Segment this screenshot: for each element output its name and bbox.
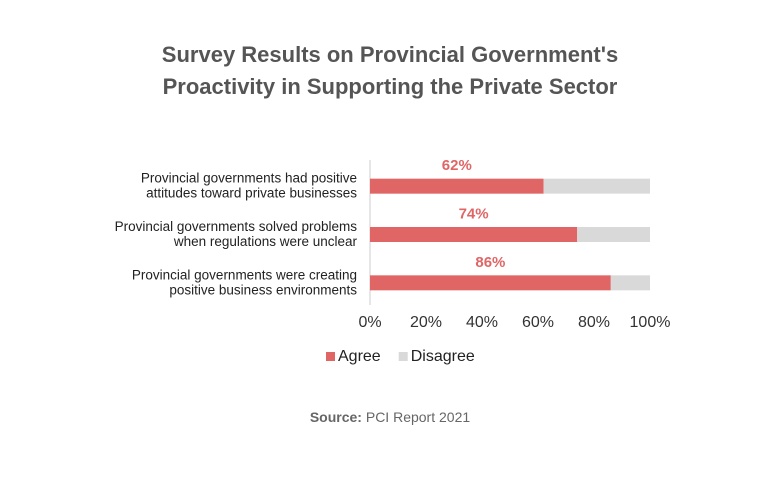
x-tick-label: 100% xyxy=(630,314,671,331)
legend-label: Agree xyxy=(338,348,381,365)
x-tick-label: 0% xyxy=(358,314,381,331)
source-label: Source: xyxy=(310,409,362,425)
legend-swatch xyxy=(398,352,408,361)
source: Source: PCI Report 2021 xyxy=(310,409,471,425)
y-tick-label: Provincial governments solved problems wh… xyxy=(115,219,358,249)
y-tick-label: Provincial governments were creating posi… xyxy=(132,267,357,297)
y-tick-label: Provincial governments had positive attit… xyxy=(141,170,357,200)
bar-segment xyxy=(370,275,611,291)
value-label: 62% xyxy=(442,157,472,174)
legend-label: Disagree xyxy=(411,348,475,365)
value-label: 86% xyxy=(475,254,505,271)
bar-segment xyxy=(370,178,544,194)
x-tick-label: 80% xyxy=(578,314,610,331)
x-tick-label: 60% xyxy=(522,314,554,331)
bar-segment xyxy=(370,227,578,242)
chart-title: Survey Results on Provincial Government'… xyxy=(162,42,618,99)
x-tick-label: 40% xyxy=(466,314,498,331)
source-text: PCI Report 2021 xyxy=(366,409,470,425)
bar-segment xyxy=(543,178,650,194)
value-label: 74% xyxy=(459,205,489,222)
x-tick-label: 20% xyxy=(410,314,442,331)
bar-segment xyxy=(610,275,650,291)
bar-segment xyxy=(577,227,650,242)
legend-swatch xyxy=(326,352,335,361)
